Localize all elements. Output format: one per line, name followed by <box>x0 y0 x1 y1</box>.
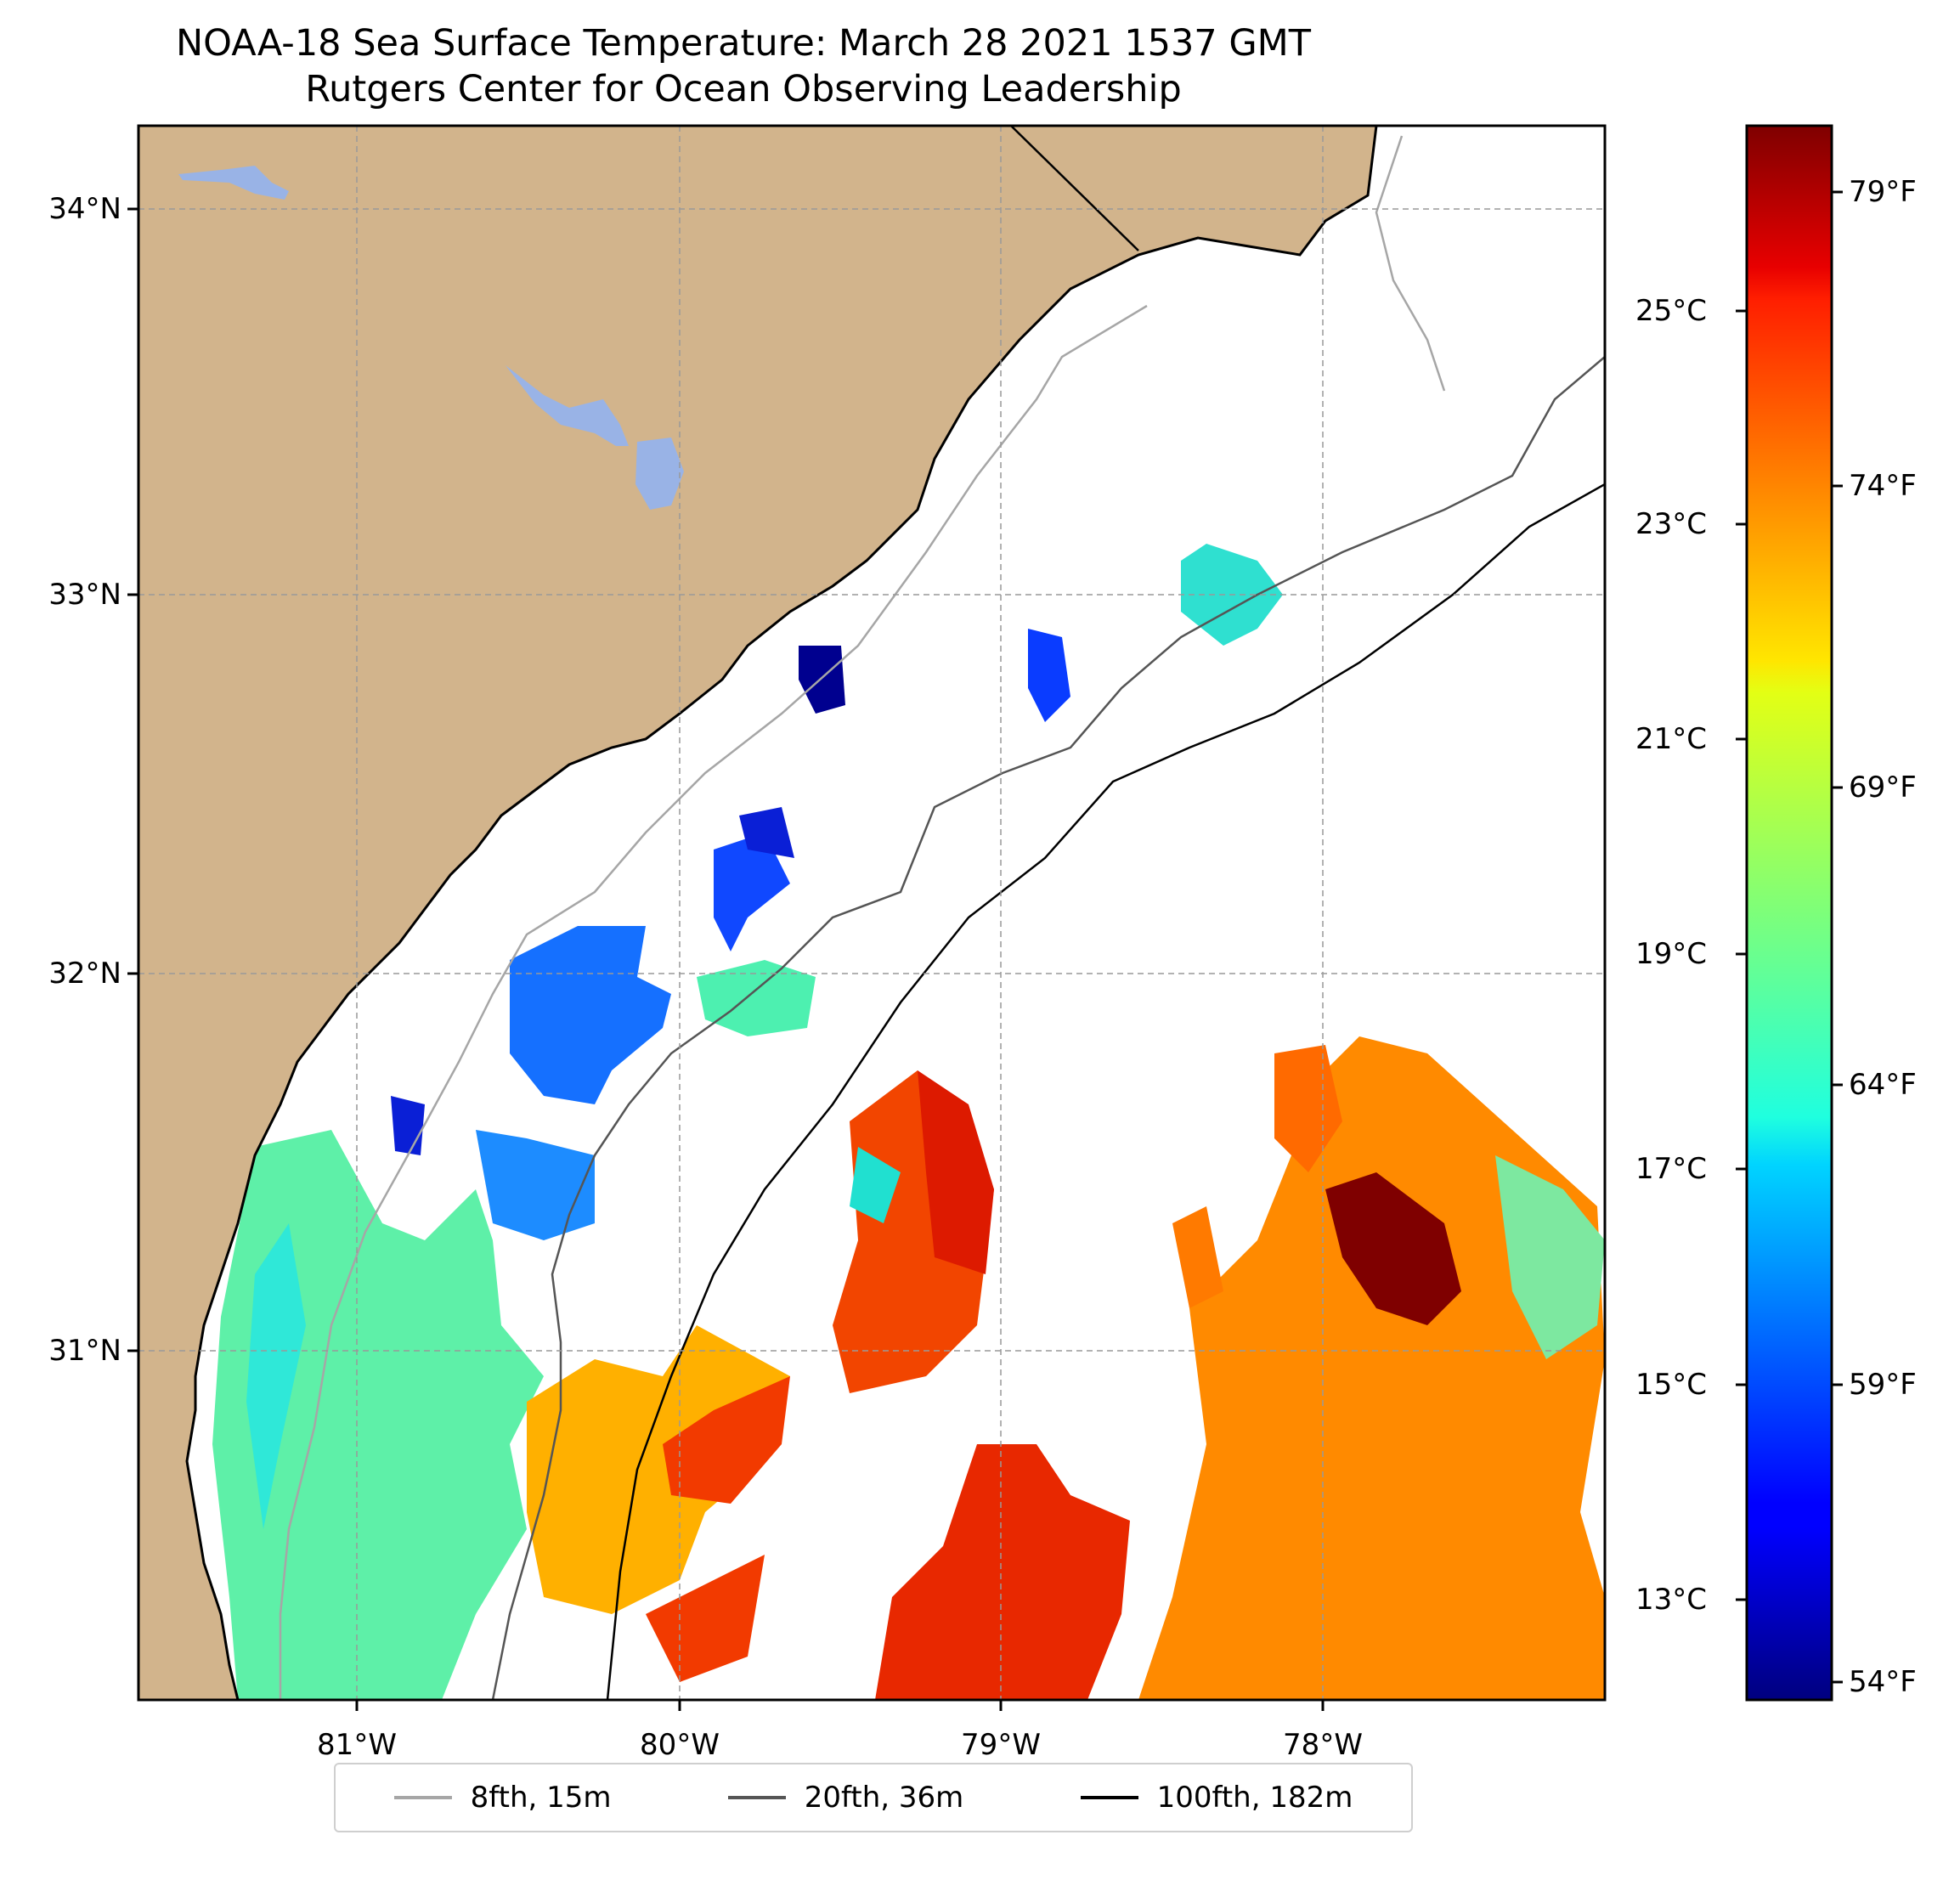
legend-line-swatch <box>1080 1796 1138 1799</box>
legend-item-8fth: 8fth, 15m <box>393 1781 612 1815</box>
colorbar-celsius-label: 23°C <box>1635 507 1708 541</box>
legend-item-100fth: 100fth, 182m <box>1080 1781 1353 1815</box>
sst-patch <box>918 1070 994 1274</box>
colorbar-celsius-label: 13°C <box>1635 1583 1708 1617</box>
sst-patch <box>739 807 794 858</box>
lon-label: 79°W <box>961 1728 1041 1762</box>
legend-item-20fth: 20fth, 36m <box>727 1781 964 1815</box>
legend-label: 20fth, 36m <box>804 1781 964 1815</box>
sst-patch <box>527 1325 790 1614</box>
lon-label: 80°W <box>640 1728 720 1762</box>
colorbar-celsius-label: 19°C <box>1635 937 1708 971</box>
lat-label: 33°N <box>48 578 121 612</box>
sst-patch <box>476 1130 595 1240</box>
colorbar-fahrenheit-label: 74°F <box>1849 469 1917 503</box>
sst-data-layer <box>212 544 1605 1700</box>
sst-patch <box>510 926 671 1104</box>
sst-patch <box>799 646 845 714</box>
colorbar <box>1745 124 1833 1702</box>
sst-patch <box>1325 1172 1461 1325</box>
sst-patch <box>646 1555 765 1682</box>
axis-ticks <box>127 207 1325 1711</box>
lake <box>506 365 629 446</box>
colorbar-fahrenheit-label: 69°F <box>1849 771 1917 805</box>
colorbar-fahrenheit-label: 59°F <box>1849 1368 1917 1402</box>
sst-patch <box>1028 629 1070 722</box>
legend-line-swatch <box>393 1796 452 1799</box>
sst-patch <box>1495 1155 1605 1359</box>
isobath-100fth <box>606 483 1605 1700</box>
state-border <box>1010 126 1139 251</box>
sst-patch <box>875 1444 1130 1700</box>
lat-label: 31°N <box>48 1334 121 1368</box>
map-subtitle: Rutgers Center for Ocean Observing Leade… <box>305 68 1182 110</box>
lon-label: 81°W <box>317 1728 397 1762</box>
sst-patch <box>1274 1045 1342 1172</box>
sst-patch <box>1172 1206 1223 1308</box>
map-frame <box>137 124 1607 1702</box>
colorbar-celsius-label: 25°C <box>1635 294 1708 328</box>
colorbar-fahrenheit-label: 54°F <box>1849 1665 1917 1699</box>
legend-label: 100fth, 182m <box>1156 1781 1353 1815</box>
isobath-20fth <box>491 356 1605 1700</box>
sst-patch <box>391 1096 425 1155</box>
map-title: NOAA-18 Sea Surface Temperature: March 2… <box>175 22 1312 65</box>
sst-patch <box>714 833 790 951</box>
sst-patch <box>850 1147 901 1223</box>
colorbar-fahrenheit-label: 79°F <box>1849 175 1917 209</box>
legend-label: 8fth, 15m <box>470 1781 612 1815</box>
legend-line-swatch <box>727 1796 786 1799</box>
lon-label: 78°W <box>1283 1728 1363 1762</box>
sst-patch <box>663 1376 790 1504</box>
isobath-legend: 8fth, 15m 20fth, 36m 100fth, 182m <box>334 1763 1413 1832</box>
land <box>138 126 1378 1700</box>
colorbar-fahrenheit-label: 64°F <box>1849 1068 1917 1102</box>
isobath-8fth <box>279 135 1446 1700</box>
gridlines <box>138 126 1605 1700</box>
lat-label: 34°N <box>48 192 121 226</box>
colorbar-ticks <box>1736 190 1843 1684</box>
colorbar-celsius-label: 21°C <box>1635 722 1708 756</box>
lake <box>178 166 289 200</box>
colorbar-celsius-label: 17°C <box>1635 1152 1708 1186</box>
sst-patch <box>697 960 816 1036</box>
sst-patch <box>1138 1036 1605 1700</box>
sst-patch <box>246 1223 306 1529</box>
lake <box>635 438 684 510</box>
colorbar-celsius-label: 15°C <box>1635 1368 1708 1402</box>
lat-label: 32°N <box>48 957 121 991</box>
